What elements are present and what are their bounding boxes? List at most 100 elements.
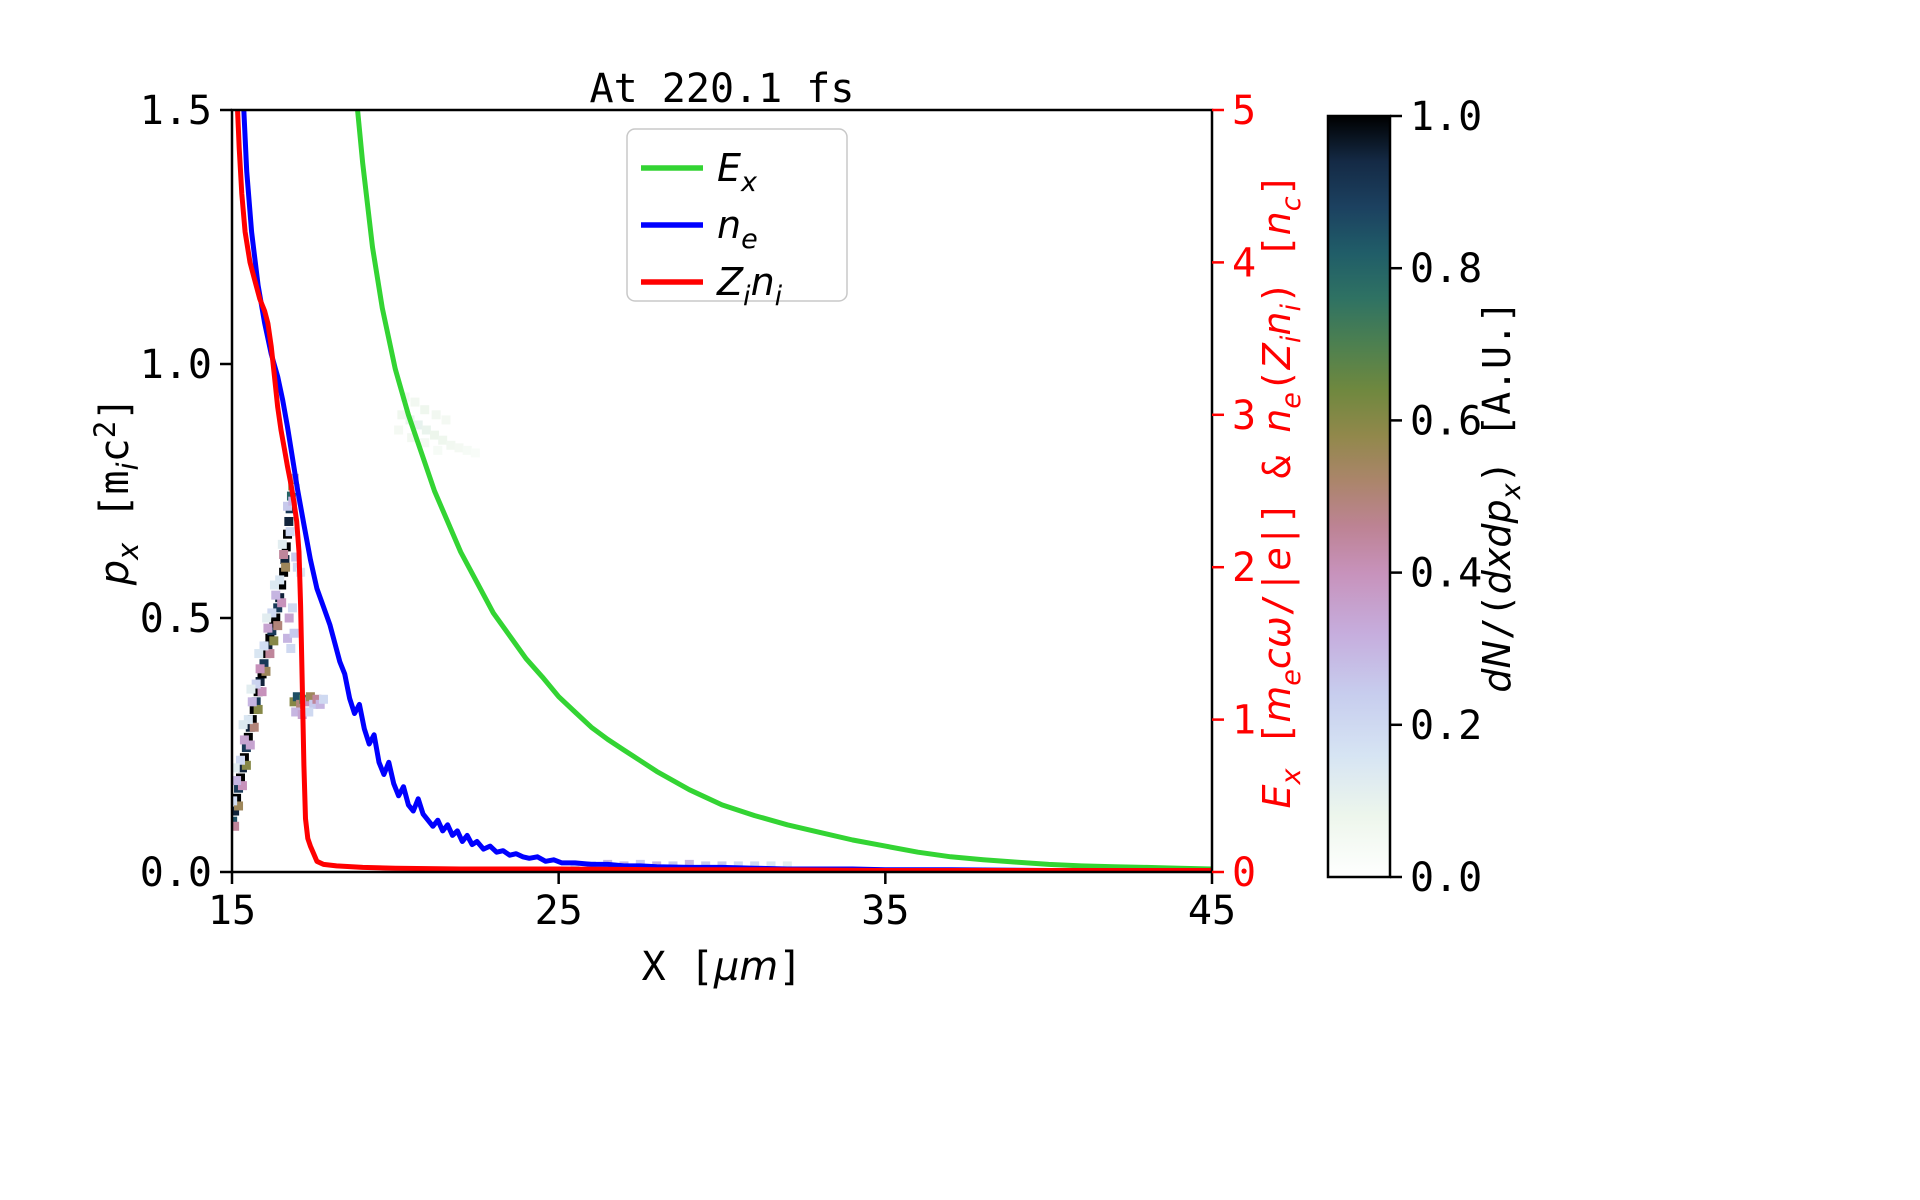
phase-space-cell: [304, 707, 314, 717]
phase-space-cell: [284, 516, 294, 526]
y-left-tick-label: 1.0: [140, 342, 212, 388]
phase-space-cell: [259, 659, 269, 669]
phase-space-cell: [271, 613, 281, 623]
phase-space-cell: [684, 859, 694, 869]
phase-space-cell: [446, 440, 456, 450]
phase-space-cell: [269, 636, 279, 646]
phase-space-cell: [470, 448, 480, 458]
phase-space-cell: [249, 722, 259, 732]
x-tick-label: 25: [535, 888, 583, 934]
plot-frame: [230, 108, 1214, 874]
phase-space-cell: [245, 740, 255, 750]
phase-space-cell: [431, 410, 441, 420]
phase-space-cell: [305, 692, 315, 702]
colorbar-tick-label: 0.0: [1410, 855, 1482, 901]
phase-space-cell: [284, 613, 294, 623]
phase-space-cell: [283, 633, 293, 643]
phase-space-cell: [234, 801, 244, 811]
colorbar-tick-label: 0.8: [1410, 246, 1482, 292]
x-tick-label: 35: [861, 888, 909, 934]
phase-space-cell: [251, 679, 261, 689]
phase-space-cell: [397, 410, 407, 420]
phase-space-cell: [232, 806, 240, 816]
colorbar-label: dN/(dxdpx) [A.U.]: [1475, 300, 1527, 692]
phase-space-cell: [430, 430, 440, 440]
phase-space-cell: [243, 715, 253, 725]
phase-space-cell: [766, 861, 776, 871]
phase-space-cell: [292, 692, 302, 702]
series-line-Zini: [235, 110, 1212, 872]
phase-space-cell: [271, 590, 281, 600]
phase-space-cell: [273, 603, 283, 613]
phase-space-cell: [259, 641, 269, 651]
y-right-tick-label: 4: [1232, 240, 1256, 286]
phase-space-cell: [289, 628, 299, 638]
phase-space-cell: [283, 501, 293, 511]
phase-space-cell: [279, 567, 289, 577]
colorbar-tick-label: 0.4: [1410, 551, 1482, 597]
series-line-Ex: [355, 110, 1212, 872]
phase-space-cell: [420, 405, 430, 415]
phase-space-cell: [254, 649, 264, 659]
y-left-tick-label: 0.0: [140, 850, 212, 896]
series-group: [235, 110, 1212, 872]
y-right-tick-label: 2: [1232, 545, 1256, 591]
phase-space-cell: [253, 704, 263, 714]
phase-space-cell: [261, 666, 271, 676]
phase-space-cell: [275, 575, 285, 585]
y-left-tick-label: 1.5: [140, 88, 212, 134]
y-right-tick-label: 1: [1232, 698, 1256, 744]
phase-space-cell: [318, 694, 328, 704]
phase-space-cell: [277, 598, 287, 608]
colorbar-tick-label: 0.6: [1410, 398, 1482, 444]
phase-space-cell: [235, 755, 245, 765]
plot-title: At 220.1 fs: [589, 66, 855, 112]
phase-space-cell: [438, 435, 448, 445]
legend-box: [626, 128, 848, 302]
x-tick-label: 15: [208, 888, 256, 934]
phase-space-cell: [285, 527, 295, 537]
legend-label: Zini: [716, 260, 783, 312]
y-right-tick-label: 5: [1232, 88, 1256, 134]
phase-space-cell: [232, 763, 240, 773]
series-line-ne: [241, 110, 1212, 872]
phase-space-cell: [462, 445, 472, 455]
y-right-tick-label: 0: [1232, 850, 1256, 896]
phase-space-cell: [257, 687, 267, 697]
phase-space-cell: [246, 684, 256, 694]
phase-space-cell: [421, 425, 431, 435]
phase-space-cell: [281, 562, 291, 572]
phase-space-cell: [255, 664, 265, 674]
phase-space-cell: [441, 415, 451, 425]
colorbar: [1326, 114, 1392, 879]
phase-space-cell: [291, 552, 301, 562]
phase-space-cell: [309, 699, 319, 709]
y-left-tick-label: 0.5: [140, 596, 212, 642]
y-left-axis-label: px [mic2]: [88, 397, 145, 587]
y-right-axis-label: Ex [mecω/|e|] & ne(Zini) [nc]: [1255, 174, 1307, 809]
phase-space-cell: [410, 397, 420, 407]
phase-space-cell: [289, 697, 299, 707]
phase-space-cell: [302, 697, 312, 707]
phase-space-cell: [269, 580, 279, 590]
phase-space-cell: [782, 861, 792, 871]
phase-space-cell: [407, 433, 417, 443]
x-axis-label: X [μm]: [642, 944, 803, 990]
phase-space-cell: [241, 760, 251, 770]
legend-label: ne: [717, 203, 758, 255]
phase-space-cell: [433, 445, 443, 455]
phase-space-cell: [232, 796, 238, 806]
phase-space-cell: [286, 643, 296, 653]
phase-space-cell: [238, 720, 248, 730]
y-right-tick-label: 3: [1232, 393, 1256, 439]
colorbar-tick-label: 1.0: [1410, 94, 1482, 140]
phase-space-cell: [247, 697, 257, 707]
phase-space-cell: [279, 550, 289, 559]
phase-space-cell: [315, 699, 325, 709]
phase-space-cell: [273, 621, 283, 631]
phase-space-cell: [277, 539, 287, 549]
phase-space-cell: [263, 623, 273, 633]
